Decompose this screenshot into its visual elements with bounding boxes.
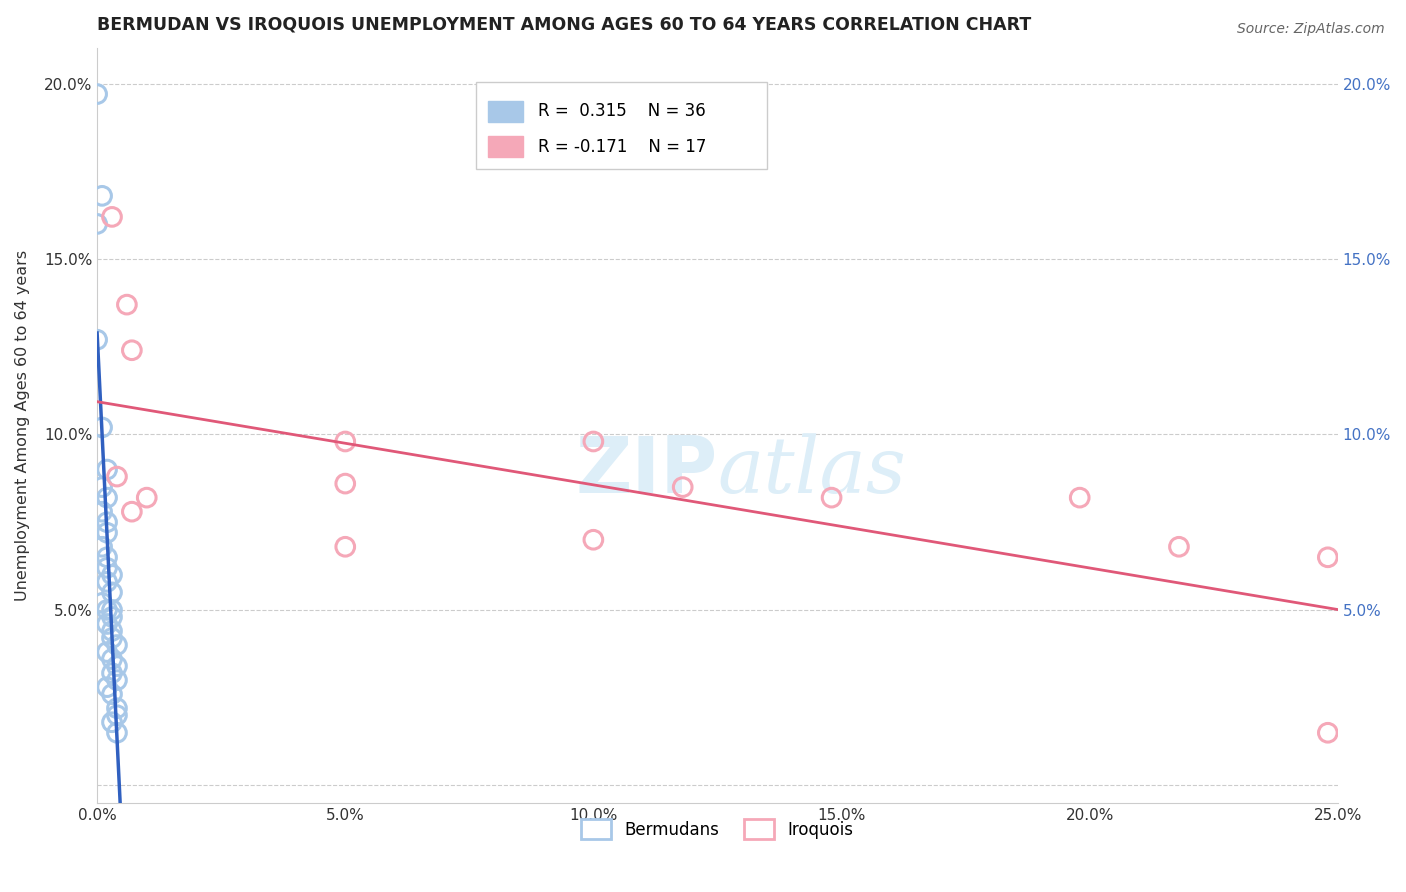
Point xyxy=(820,491,842,505)
Point xyxy=(335,476,357,491)
Text: R = -0.171    N = 17: R = -0.171 N = 17 xyxy=(537,137,706,155)
Point xyxy=(105,638,128,652)
Point xyxy=(96,491,118,505)
Point xyxy=(672,480,695,494)
Point xyxy=(101,585,124,599)
Point xyxy=(101,210,124,224)
Point xyxy=(105,701,128,715)
Point xyxy=(105,659,128,673)
Point xyxy=(101,652,124,666)
Point xyxy=(96,617,118,632)
Point xyxy=(96,515,118,529)
Point xyxy=(335,540,357,554)
FancyBboxPatch shape xyxy=(475,82,768,169)
Point xyxy=(101,715,124,730)
Point xyxy=(86,217,108,231)
Point xyxy=(86,333,108,347)
Point xyxy=(101,624,124,638)
Point xyxy=(96,561,118,575)
Text: ZIP: ZIP xyxy=(575,433,717,509)
Point xyxy=(121,343,143,358)
Bar xyxy=(488,136,523,157)
Point xyxy=(96,680,118,694)
Point xyxy=(91,540,114,554)
Text: atlas: atlas xyxy=(717,433,907,509)
Point xyxy=(101,603,124,617)
Point xyxy=(105,469,128,483)
Point xyxy=(96,603,118,617)
Point xyxy=(101,687,124,701)
Point xyxy=(115,298,138,312)
Point xyxy=(96,462,118,476)
Point xyxy=(582,533,605,547)
Text: Source: ZipAtlas.com: Source: ZipAtlas.com xyxy=(1237,22,1385,37)
Point xyxy=(86,87,108,101)
Y-axis label: Unemployment Among Ages 60 to 64 years: Unemployment Among Ages 60 to 64 years xyxy=(15,250,30,601)
Point xyxy=(1069,491,1091,505)
Point xyxy=(101,610,124,624)
Point xyxy=(96,645,118,659)
Point xyxy=(96,525,118,540)
Point xyxy=(105,725,128,739)
Bar xyxy=(488,101,523,121)
Point xyxy=(101,567,124,582)
Point xyxy=(91,420,114,434)
Point xyxy=(1168,540,1191,554)
Point xyxy=(91,596,114,610)
Point xyxy=(582,434,605,449)
Point xyxy=(101,631,124,645)
Point xyxy=(101,666,124,681)
Point xyxy=(105,708,128,723)
Point xyxy=(135,491,157,505)
Point xyxy=(91,505,114,519)
Point xyxy=(91,480,114,494)
Point xyxy=(121,505,143,519)
Point xyxy=(1316,550,1339,565)
Text: BERMUDAN VS IROQUOIS UNEMPLOYMENT AMONG AGES 60 TO 64 YEARS CORRELATION CHART: BERMUDAN VS IROQUOIS UNEMPLOYMENT AMONG … xyxy=(97,15,1032,33)
Point xyxy=(91,189,114,203)
Point xyxy=(96,574,118,589)
Point xyxy=(335,434,357,449)
Point xyxy=(105,673,128,687)
Text: R =  0.315    N = 36: R = 0.315 N = 36 xyxy=(537,102,706,120)
Legend: Bermudans, Iroquois: Bermudans, Iroquois xyxy=(575,813,860,846)
Point xyxy=(1316,725,1339,739)
Point xyxy=(96,550,118,565)
